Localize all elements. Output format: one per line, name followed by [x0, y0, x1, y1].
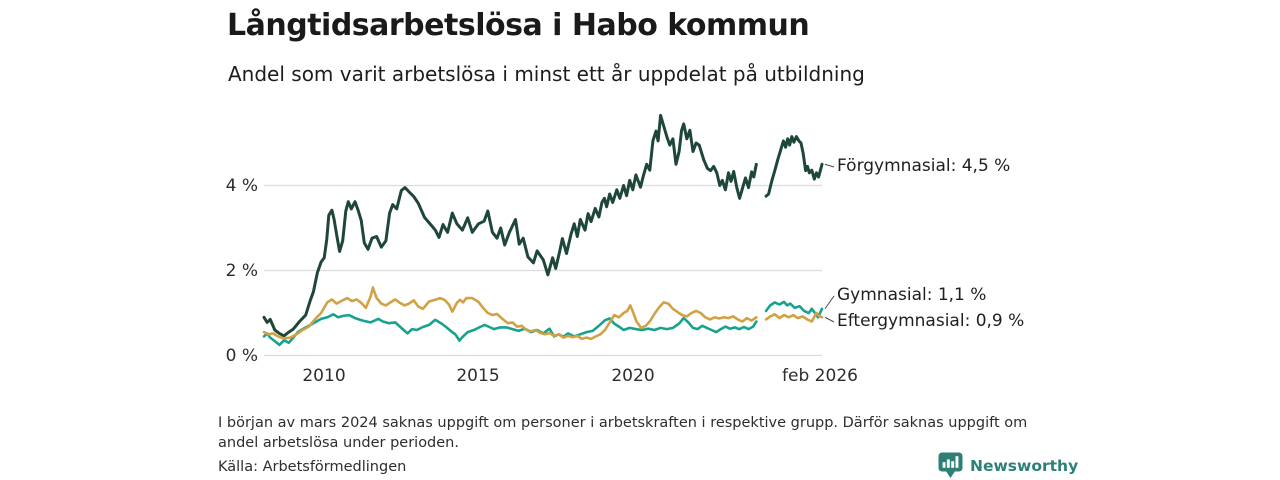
- x-axis-tick-feb2026: feb 2026: [782, 366, 858, 386]
- series-label-forgymnasial: Förgymnasial: 4,5 %: [837, 156, 1011, 176]
- y-axis-tick-0: 0 %: [225, 346, 258, 366]
- series-label-eftergymnasial: Eftergymnasial: 0,9 %: [837, 311, 1025, 331]
- newsworthy-logo[interactable]: Newsworthy: [938, 452, 1078, 479]
- x-axis-tick-2020: 2020: [611, 366, 655, 386]
- y-axis-tick-2: 2 %: [225, 261, 258, 281]
- newsworthy-logo-text: Newsworthy: [970, 456, 1079, 475]
- series-line-förgymnasial: [262, 113, 824, 338]
- page-subtitle: Andel som varit arbetslösa i minst ett å…: [228, 62, 865, 86]
- gridlines: [264, 184, 822, 357]
- page-title: Långtidsarbetslösa i Habo kommun: [227, 8, 810, 43]
- series-line-gymnasial: [262, 300, 824, 347]
- series-line-eftergymnasial: [262, 286, 824, 341]
- source-text: Källa: Arbetsförmedlingen: [218, 459, 407, 475]
- series-lines: [262, 113, 824, 347]
- label-connector-lines: [824, 163, 835, 323]
- bar-chart-bubble-icon: [938, 452, 963, 479]
- series-label-gymnasial: Gymnasial: 1,1 %: [837, 285, 987, 305]
- footnote: I början av mars 2024 saknas uppgift om …: [218, 415, 1028, 451]
- x-axis-tick-2015: 2015: [456, 366, 500, 386]
- y-axis-tick-4: 4 %: [225, 176, 258, 196]
- x-axis-tick-2010: 2010: [302, 366, 346, 386]
